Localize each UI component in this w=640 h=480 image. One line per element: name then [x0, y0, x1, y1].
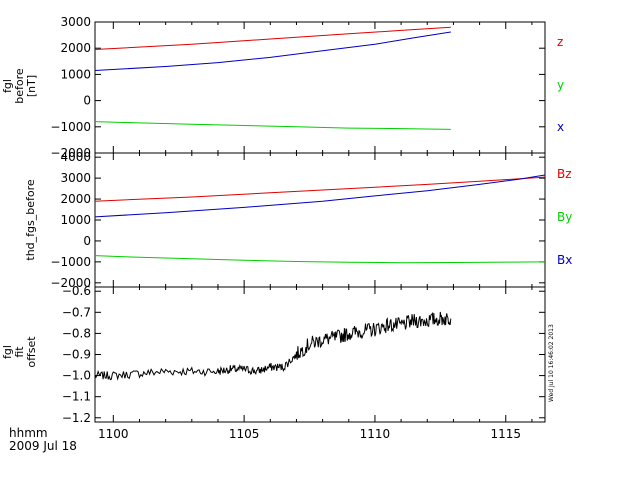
- timestamp: Wed Jul 10 16:46:02 2013: [548, 324, 555, 402]
- panel-fgl-fit-offset: −0.6 −0.7 −0.8 −0.9 −1.0 −1.1 −1.2 1100 1105 1110…: [62, 284, 546, 441]
- ytick-label: −1.1: [62, 390, 91, 404]
- legend-z: z: [557, 35, 563, 49]
- ytick-label: 3000: [60, 15, 91, 29]
- ytick-label: −0.7: [62, 305, 91, 319]
- panel3-ylabel-line3: offset: [25, 336, 38, 368]
- ytick-label: −0.6: [62, 284, 91, 298]
- series-line-offset: [94, 311, 452, 381]
- ytick-label: 2000: [60, 41, 91, 55]
- ytick-label: 0: [83, 234, 91, 248]
- panel-fgl-before: 3000 2000 1000 0 −1000 −2000: [50, 15, 546, 160]
- panel3-ylabel-line1: fgl: [1, 345, 14, 359]
- ytick-label: 2000: [60, 192, 91, 206]
- ytick-label: −1000: [50, 120, 91, 134]
- ytick-label: −2000: [50, 146, 91, 160]
- panel-frame: [94, 21, 546, 154]
- panel1-ylabel-line3: [nT]: [25, 75, 38, 97]
- legend-y: y: [557, 78, 564, 92]
- legend-bx: Bx: [557, 253, 572, 267]
- ytick-label: 1000: [60, 67, 91, 81]
- panel-thd-fgs-before: 4000 3000 2000 1000 0 −1000 −2000: [50, 150, 546, 290]
- xtick-label: 1100: [98, 427, 129, 441]
- series-line-by: [94, 255, 546, 264]
- ytick-label: −2000: [50, 276, 91, 290]
- series-line-bz: [94, 176, 546, 202]
- legend-x: x: [557, 120, 564, 134]
- ytick-label: −0.9: [62, 348, 91, 362]
- ytick-label: 0: [83, 94, 91, 108]
- series-line-y: [94, 121, 451, 130]
- ytick-label: −1000: [50, 255, 91, 269]
- xaxis-label-unit: hhmm: [9, 426, 48, 440]
- legend-bz: Bz: [557, 167, 572, 181]
- panel-frame: [94, 286, 546, 423]
- xtick-label: 1105: [229, 427, 260, 441]
- series-line-z: [94, 26, 451, 50]
- xtick-label: 1110: [360, 427, 391, 441]
- panel1-ylabel-line1: fgl: [1, 79, 14, 93]
- panel1-ylabel-line2: before: [13, 68, 26, 104]
- ytick-label: −1.2: [62, 411, 91, 425]
- ytick-label: −1.0: [62, 369, 91, 383]
- panel3-ylabel-line2: fit: [13, 346, 26, 358]
- panel2-ylabel: thd_fgs_before: [24, 179, 37, 260]
- legend-by: By: [557, 210, 572, 224]
- panel-frame: [94, 152, 546, 288]
- ytick-label: −0.8: [62, 326, 91, 340]
- ytick-label: 3000: [60, 171, 91, 185]
- ytick-label: 4000: [60, 150, 91, 164]
- series-line-x: [94, 31, 451, 71]
- xtick-label: 1115: [490, 427, 521, 441]
- xaxis-label-date: 2009 Jul 18: [9, 439, 77, 453]
- series-line-bx: [94, 174, 546, 218]
- ytick-label: 1000: [60, 213, 91, 227]
